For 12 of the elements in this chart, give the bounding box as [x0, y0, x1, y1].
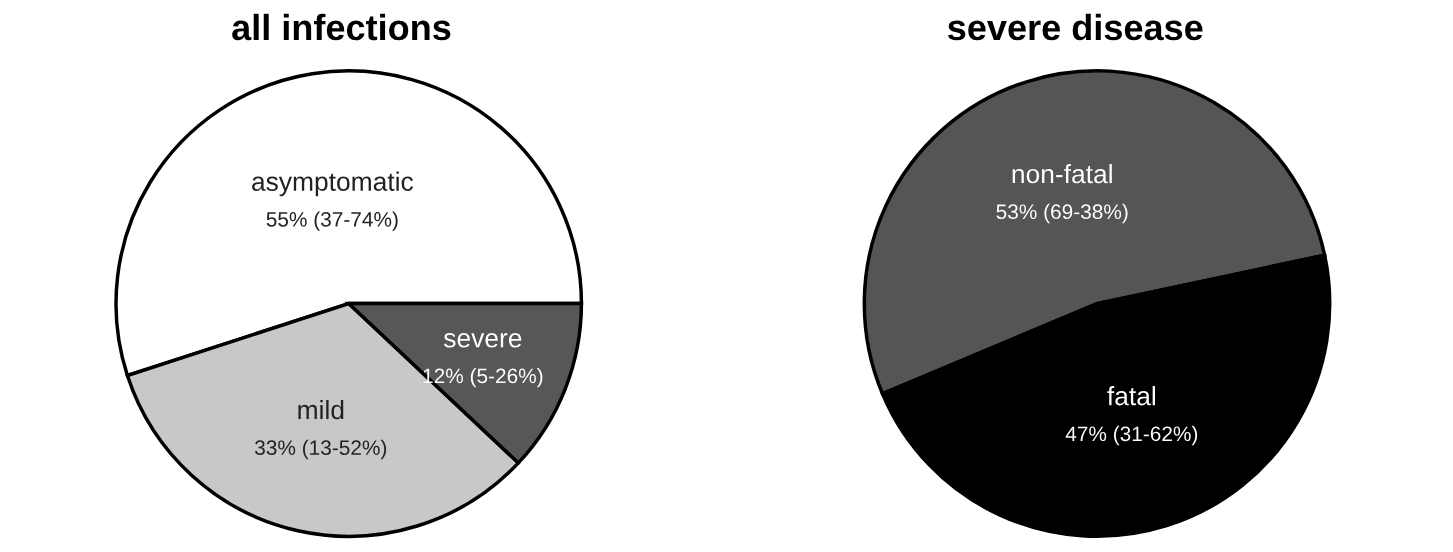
chart-title: severe disease	[948, 13, 1203, 41]
slice-label: asymptomatic	[252, 171, 414, 197]
data-label: 47% (31-62%)	[1065, 425, 1198, 446]
slice-label: fatal	[1107, 386, 1155, 406]
slice-label: mild	[298, 399, 344, 420]
slice-label: severe	[444, 333, 522, 348]
data-label: 55% (37-74%)	[266, 211, 398, 231]
data-label: 53% (69-38%)	[996, 203, 1128, 224]
data-label: 33% (13-52%)	[255, 439, 387, 460]
chart-title: all infections	[232, 13, 451, 41]
data-label: 12% (5-26%)	[423, 367, 543, 388]
slice-label: non-fatal	[1012, 163, 1112, 184]
